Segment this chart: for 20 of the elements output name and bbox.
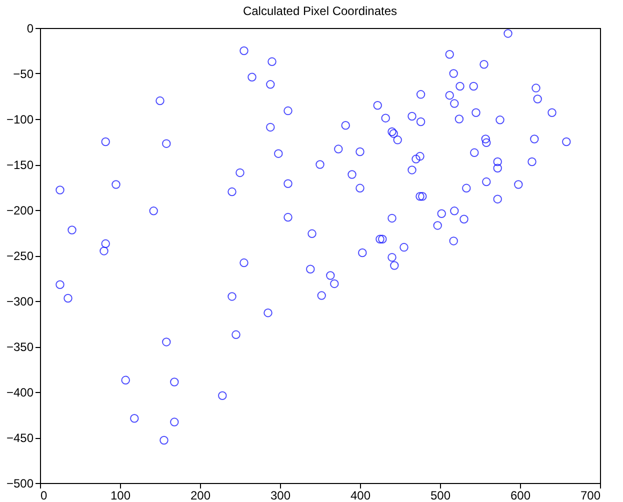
- x-tick-label: 600: [510, 488, 531, 502]
- x-tick-label: 500: [430, 488, 451, 502]
- x-tick-label: 400: [350, 488, 371, 502]
- y-tick-label: −500: [6, 476, 34, 490]
- y-tick-label: −400: [6, 386, 34, 400]
- y-tick-label: −250: [6, 249, 34, 263]
- y-tick-label: −200: [6, 204, 34, 218]
- x-tick-label: 0: [40, 488, 48, 502]
- x-tick-label: 700: [580, 488, 601, 502]
- x-tick-label: 200: [190, 488, 211, 502]
- x-tick-label: 300: [270, 488, 291, 502]
- chart-title: Calculated Pixel Coordinates: [242, 4, 398, 18]
- y-tick-label: −50: [13, 67, 34, 81]
- y-tick-label: −300: [6, 294, 34, 308]
- y-tick-label: −100: [6, 112, 34, 126]
- y-tick-label: −450: [6, 431, 34, 445]
- y-tick-label: −150: [6, 158, 34, 172]
- y-tick-label: −350: [6, 340, 34, 354]
- x-tick-label: 100: [110, 488, 131, 502]
- y-tick-label: 0: [26, 22, 34, 36]
